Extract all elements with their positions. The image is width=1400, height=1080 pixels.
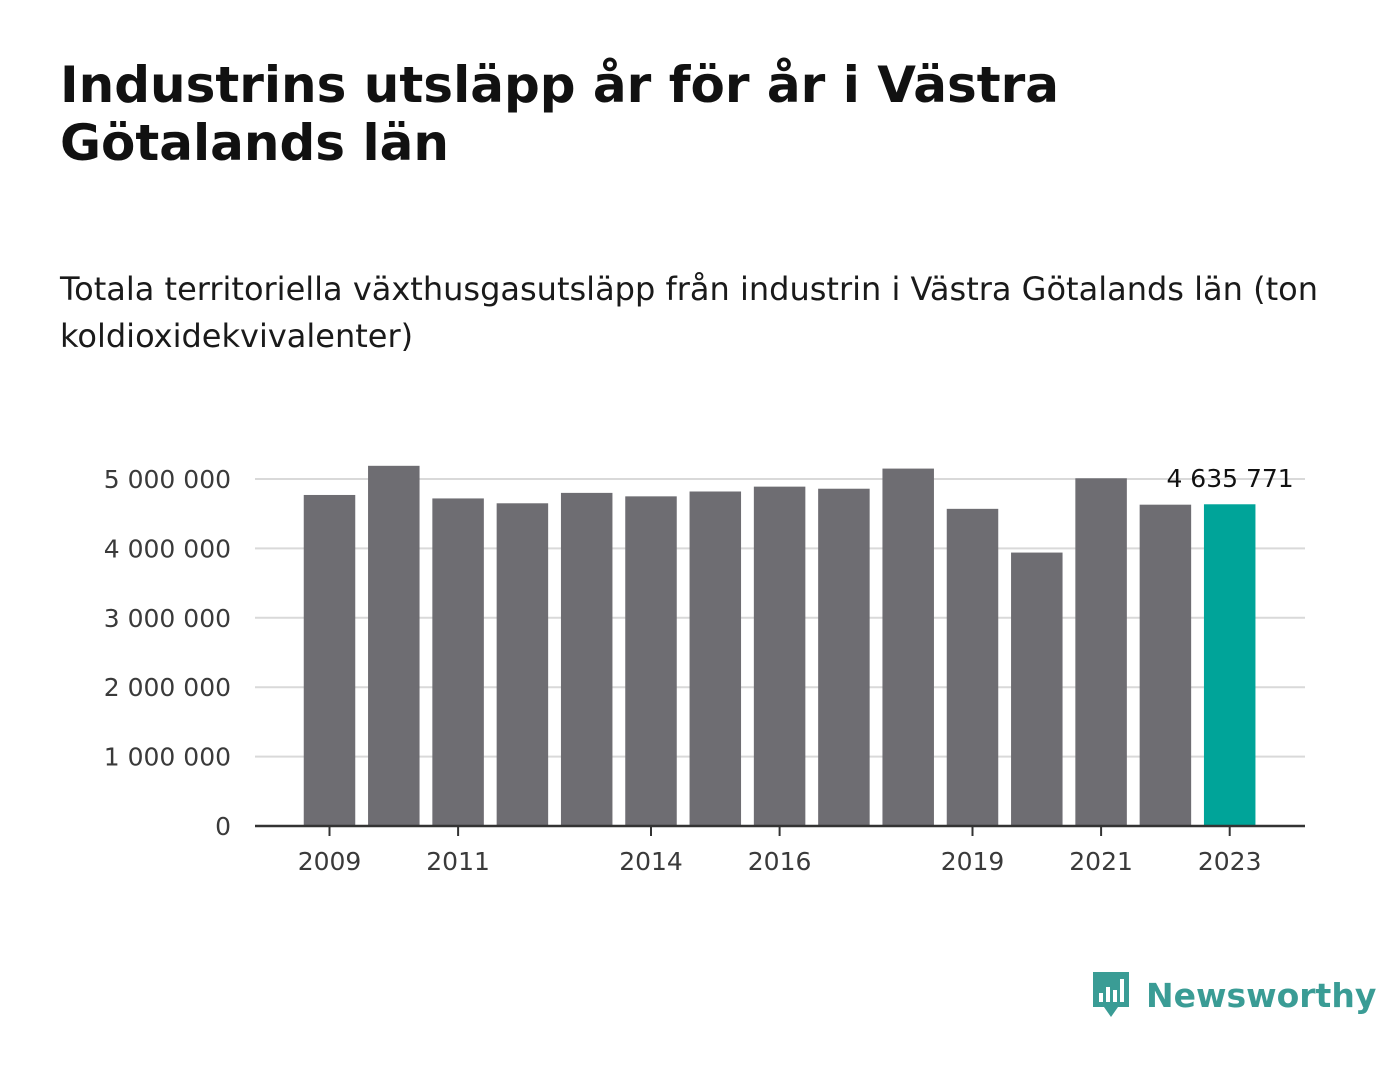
- bar: [368, 465, 420, 826]
- x-tick-label: 2016: [748, 847, 812, 876]
- bar: [432, 498, 484, 826]
- y-tick-label: 4 000 000: [104, 534, 231, 563]
- data-label: 4 635 771: [1166, 464, 1293, 493]
- x-tick-label: 2019: [941, 847, 1005, 876]
- bar: [689, 491, 742, 826]
- y-tick-label: 3 000 000: [104, 604, 231, 633]
- chart-subtitle: Totala territoriella växthusgasutsläpp f…: [60, 270, 1318, 355]
- y-tick-label: 5 000 000: [104, 465, 231, 494]
- x-tick-label: 2009: [298, 847, 362, 876]
- bar: [753, 486, 806, 826]
- brand-name: Newsworthy: [1146, 975, 1377, 1015]
- bar: [560, 492, 613, 826]
- newsworthy-logo-icon: [1093, 972, 1129, 1017]
- bar: [882, 468, 934, 826]
- bar: [625, 496, 677, 826]
- bar: [946, 508, 999, 826]
- bar: [1139, 504, 1192, 826]
- y-tick-label: 2 000 000: [104, 673, 231, 702]
- y-tick-label: 1 000 000: [104, 743, 231, 772]
- y-tick-label: 0: [215, 812, 231, 841]
- bar: [496, 503, 549, 826]
- bar: [303, 494, 356, 826]
- bar: [1075, 478, 1127, 826]
- bar: [1011, 552, 1063, 826]
- x-tick-label: 2014: [619, 847, 683, 876]
- bar: [818, 488, 870, 826]
- x-tick-label: 2011: [426, 847, 490, 876]
- bar: [1203, 504, 1256, 826]
- x-tick-label: 2023: [1198, 847, 1262, 876]
- brand-logo: Newsworthy: [1090, 968, 1376, 1022]
- chart-title: Industrins utsläpp år för år i Västra Gö…: [60, 56, 1060, 172]
- x-tick-label: 2021: [1069, 847, 1133, 876]
